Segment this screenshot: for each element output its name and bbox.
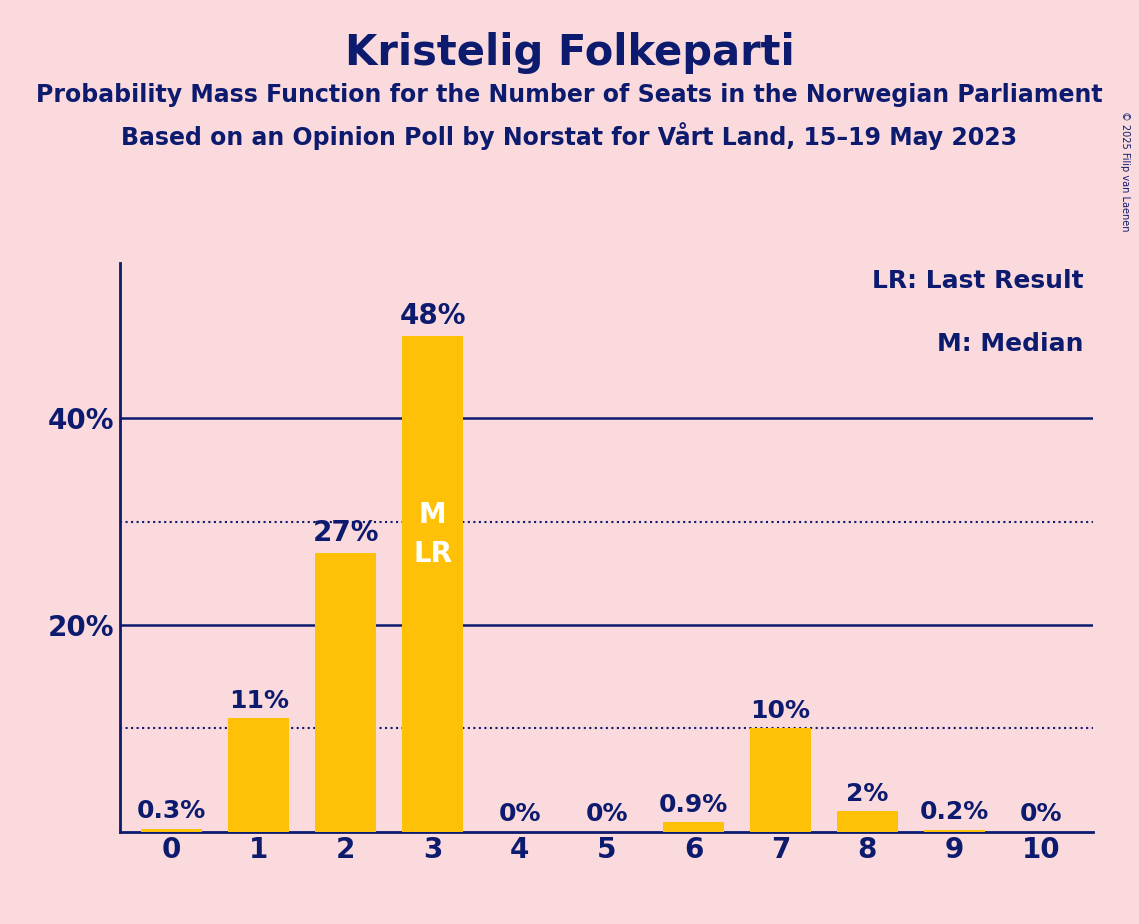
Text: 0%: 0% xyxy=(499,802,541,826)
Text: © 2025 Filip van Laenen: © 2025 Filip van Laenen xyxy=(1121,111,1130,231)
Text: M: Median: M: Median xyxy=(937,332,1083,356)
Text: 0.3%: 0.3% xyxy=(137,799,206,823)
Bar xyxy=(316,553,376,832)
Text: 11%: 11% xyxy=(229,688,288,712)
Text: Based on an Opinion Poll by Norstat for Vårt Land, 15–19 May 2023: Based on an Opinion Poll by Norstat for … xyxy=(122,122,1017,150)
Bar xyxy=(228,718,289,832)
Text: 48%: 48% xyxy=(400,302,466,331)
Text: 0%: 0% xyxy=(1021,802,1063,826)
Bar xyxy=(924,830,985,832)
Text: LR: Last Result: LR: Last Result xyxy=(872,269,1083,293)
Bar xyxy=(837,811,898,832)
Bar xyxy=(663,822,724,832)
Text: 27%: 27% xyxy=(312,519,379,547)
Text: 0.2%: 0.2% xyxy=(919,800,989,824)
Bar xyxy=(141,829,203,832)
Text: 0.9%: 0.9% xyxy=(658,793,728,817)
Text: M
LR: M LR xyxy=(413,501,452,567)
Text: 10%: 10% xyxy=(751,699,811,723)
Bar xyxy=(749,728,811,832)
Text: 2%: 2% xyxy=(846,782,888,806)
Text: Probability Mass Function for the Number of Seats in the Norwegian Parliament: Probability Mass Function for the Number… xyxy=(36,83,1103,107)
Text: 0%: 0% xyxy=(585,802,628,826)
Text: Kristelig Folkeparti: Kristelig Folkeparti xyxy=(345,32,794,74)
Bar xyxy=(402,335,464,832)
